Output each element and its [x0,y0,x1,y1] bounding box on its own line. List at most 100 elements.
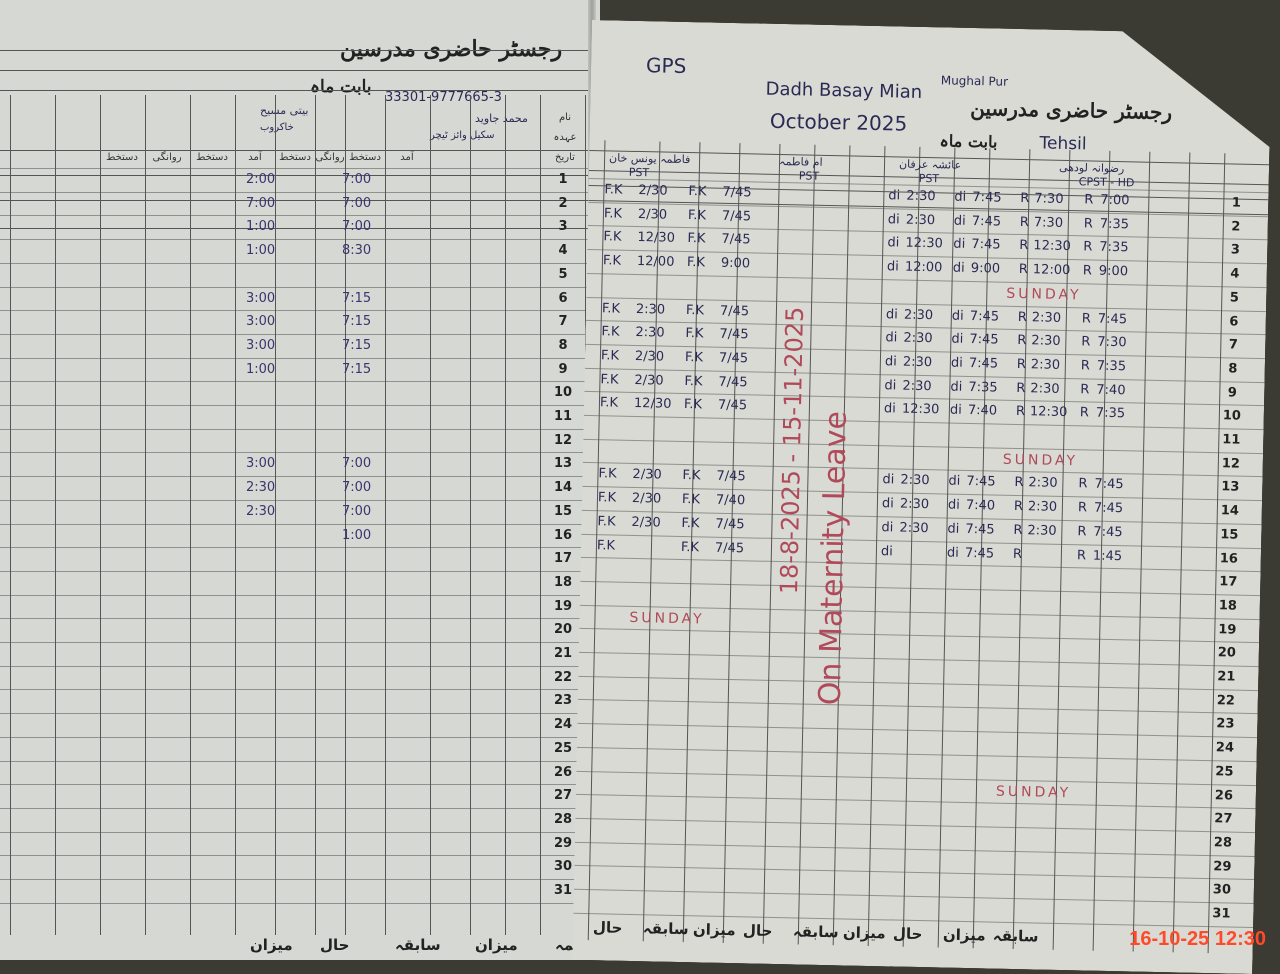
arrival-time: 7:35 [968,379,998,396]
signature-initials: di [954,189,967,205]
date-number: 5 [558,266,568,282]
teacher-name: عائشہ عرفان [898,157,962,172]
departure-time: 3:00 [246,290,276,306]
row-line [0,665,600,667]
signature-initials: F.K [600,348,620,364]
signature-initials: R [1017,309,1028,325]
footer-label: سابقہ [792,922,839,942]
arrival-time: 7:45 [1097,311,1128,327]
signature-initials: F.K [687,207,707,224]
date-number: 24 [553,717,573,733]
departure-time: 2:30 [1027,499,1058,515]
signature-initials: F.K [685,326,704,342]
arrival-time: 7:45 [969,332,999,348]
signature-initials: F.K [688,184,707,200]
photo-timestamp: 16-10-25 12:30 [1129,928,1266,950]
column-header: آمد [400,152,414,163]
departure-time: 2/30 [631,514,661,531]
date-number: 13 [553,456,573,472]
arrival-time: 7/45 [721,208,752,225]
departure-time: 2:30 [1030,380,1060,397]
signature-initials: F.K [604,182,623,198]
arrival-time: 7:35 [1099,216,1130,232]
departure-time: 7:30 [1034,191,1064,207]
date-number: 11 [1222,432,1241,448]
departure-time: 2/30 [637,206,668,223]
date-number: 26 [1214,787,1234,804]
row-line [0,239,600,241]
arrival-time: 7:45 [968,355,999,372]
date-number: 23 [1216,716,1235,732]
signature-initials: R [1081,310,1092,327]
row-line [0,381,600,383]
departure-time: 2:30 [1031,333,1061,350]
signature-initials: R [1019,214,1030,230]
arrival-time: 7:45 [971,237,1001,253]
row-label-name: نام [558,112,572,123]
departure-time: 2:30 [902,354,933,371]
arrival-time: 7:00 [342,503,372,519]
row-line [0,452,600,454]
arrival-time: 7/45 [722,184,752,201]
signature-initials: F.K [684,373,703,389]
signature-initials: di [952,260,965,276]
departure-time: 1:00 [246,361,276,377]
date-number: 17 [1219,574,1238,590]
teacher-name: محمد جاوید [475,112,528,125]
row-line [0,476,600,478]
row-label-designation: عہدہ [553,132,577,143]
signature-initials: R [1077,500,1088,516]
signature-initials: di [886,259,899,275]
signature-initials: F.K [682,468,701,484]
row-line [0,784,600,786]
date-number: 7 [1228,337,1239,353]
ruled-line [0,70,600,71]
row-line [0,333,600,335]
arrival-time: 7:45 [1093,500,1124,517]
ruled-line [0,150,600,151]
signature-initials: di [947,521,960,537]
departure-time: 2/30 [634,372,664,389]
column-line [540,95,541,935]
staff-designation: خاکروب [260,122,294,133]
signature-initials: di [951,308,964,324]
arrival-time: 7/45 [718,350,749,367]
date-number: 12 [553,432,573,448]
date-number: 18 [553,574,573,590]
date-number: 15 [553,503,573,519]
arrival-time: 7:00 [342,219,372,235]
staff-name: بیتی مسیح [260,104,309,117]
departure-time: 3:00 [246,314,276,330]
ruled-line [0,200,600,201]
row-line [0,736,600,738]
arrival-time: 7/40 [715,492,746,509]
row-line [0,618,600,620]
date-number: 22 [1216,692,1236,709]
row-line [0,499,600,501]
signature-initials: F.K [684,349,704,366]
departure-time: 12:00 [904,259,943,276]
signature-initials: F.K [683,397,703,413]
teacher-name: رضوانہ لودھی [1058,160,1125,176]
column-line [1133,152,1151,952]
teacher-designation: سکیل وائز ٹیچر [430,130,495,141]
date-number: 31 [1212,906,1231,922]
departure-time: 12:00 [1032,262,1071,279]
sunday-label: SUNDAY [1002,451,1079,469]
footer-label: حال [320,936,350,954]
column-header: دستخط [106,152,138,163]
arrival-time: 7:45 [964,545,995,562]
signature-initials: di [884,377,897,394]
sunday-label: SUNDAY [995,783,1072,801]
signature-initials: R [1083,239,1093,255]
footer-label: حال [742,921,773,940]
departure-time: 2:30 [899,520,929,536]
arrival-time: 7/45 [718,374,748,390]
date-number: 2 [1231,219,1241,235]
arrival-time: 9:00 [1098,263,1129,280]
date-number: 28 [1213,835,1233,851]
signature-initials: di [880,543,893,559]
signature-initials: F.K [603,229,622,246]
arrival-time: 7:45 [969,308,1000,325]
column-header: روانگی [315,152,345,163]
